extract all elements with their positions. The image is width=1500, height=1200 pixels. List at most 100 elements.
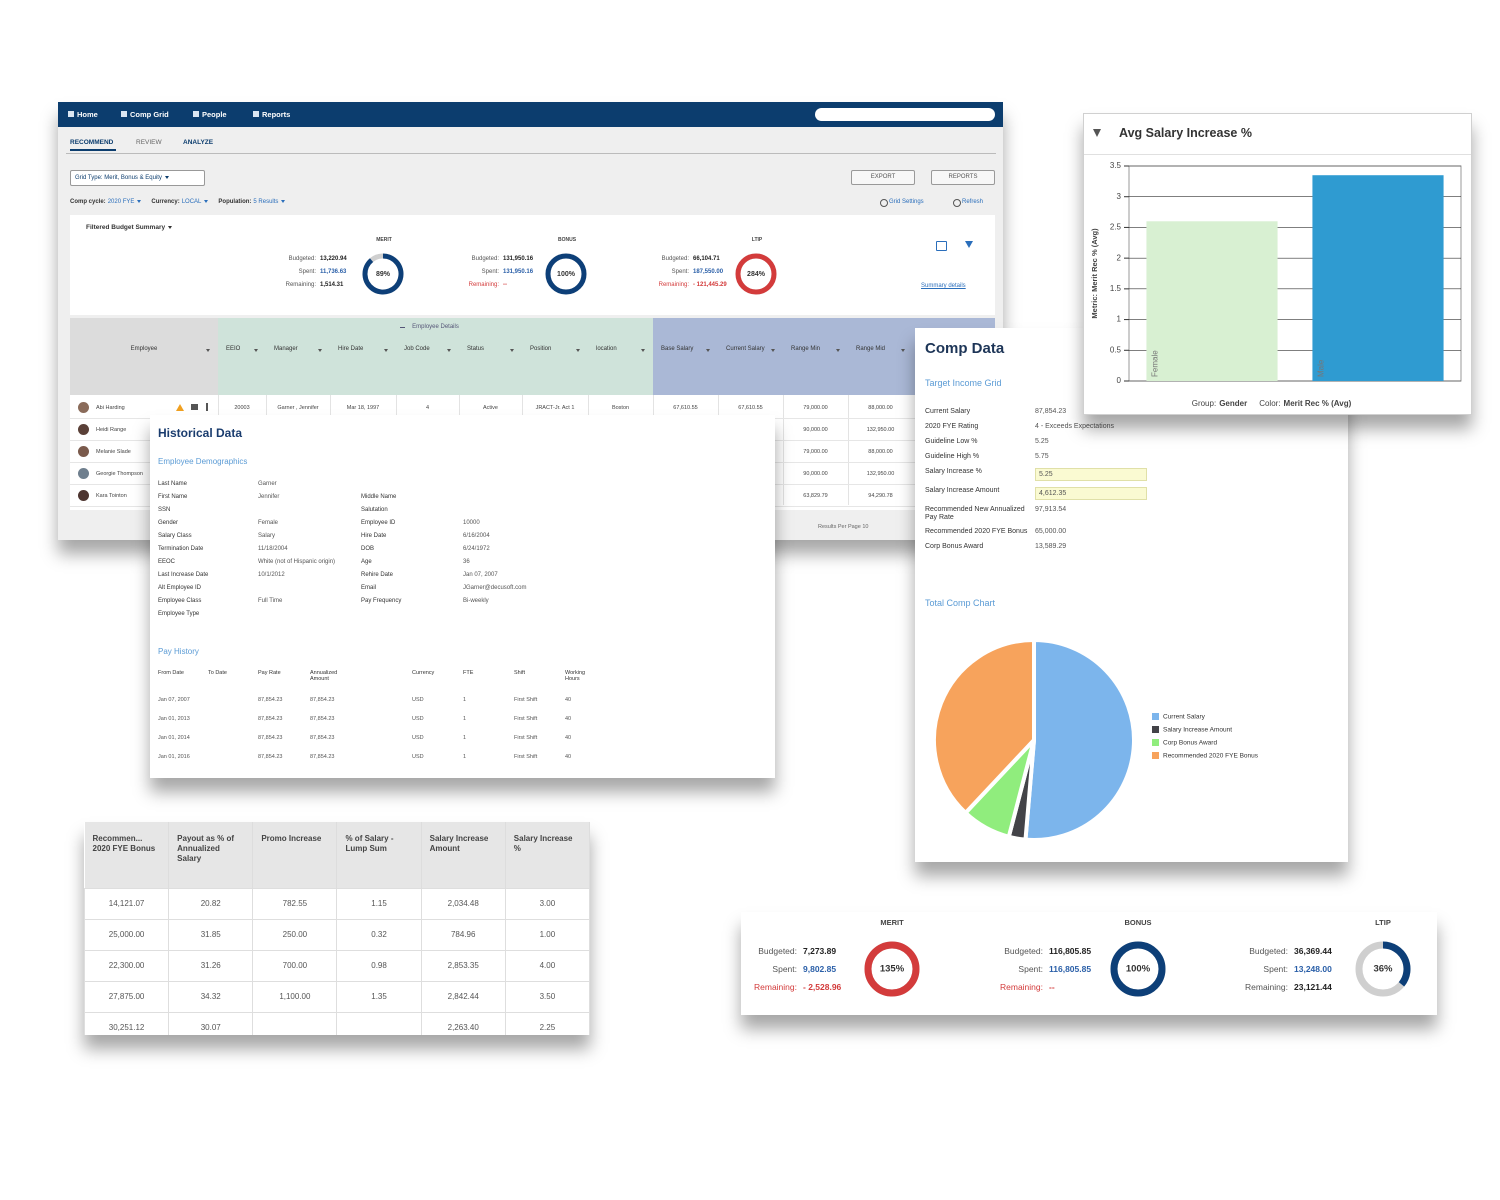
column-header[interactable]: Position bbox=[530, 346, 552, 352]
field-label: Employee Class bbox=[158, 598, 202, 604]
nav-item[interactable]: Comp Grid bbox=[130, 110, 169, 119]
bonus-table-panel: Recommen... 2020 FYE Bonus Payout as % of… bbox=[84, 822, 590, 1035]
field-value: Salary bbox=[258, 533, 276, 539]
table-cell: 25,000.00 bbox=[84, 918, 170, 951]
pager[interactable]: Results Per Page 10 bbox=[818, 524, 869, 530]
nav-item[interactable]: People bbox=[202, 110, 227, 119]
y-tick-label: 2 bbox=[1117, 253, 1122, 262]
table-cell: 34.32 bbox=[168, 980, 254, 1013]
filter-icon[interactable] bbox=[1093, 129, 1101, 137]
field-row: Recommended 2020 FYE Bonus 65,000.00 bbox=[925, 525, 1225, 540]
budget-summary-panel: MERIT Budgeted: 7,273.89 Spent: 9,802.85 Rema… bbox=[741, 912, 1437, 1015]
pay-cell: 87,854.23 bbox=[310, 697, 335, 703]
button[interactable]: REPORTS bbox=[931, 170, 995, 185]
nav-item[interactable]: Home bbox=[77, 110, 98, 119]
menu-icon[interactable] bbox=[206, 403, 208, 411]
field-label: Termination Date bbox=[158, 546, 204, 552]
pie-chart: Current Salary Salary Increase Amount Corp… bbox=[932, 637, 1259, 842]
field-value: 87,854.23 bbox=[1035, 408, 1067, 415]
filter[interactable]: Comp cycle: 2020 FYE bbox=[70, 199, 141, 205]
column-header[interactable]: EEIO bbox=[226, 346, 241, 352]
field-input[interactable]: 4,612.35 bbox=[1035, 487, 1147, 500]
employee-name[interactable]: Abi Harding bbox=[96, 405, 125, 411]
gauge: 89% bbox=[362, 253, 404, 295]
budget-label: Budgeted: bbox=[1249, 946, 1288, 956]
gauge-arc bbox=[1110, 941, 1166, 997]
column-header[interactable]: Manager bbox=[274, 346, 298, 352]
pay-column-header: Currency bbox=[412, 670, 435, 676]
section-title: Pay History bbox=[158, 647, 199, 656]
pay-cell: USD bbox=[412, 754, 424, 760]
budget-label: Spent: bbox=[481, 269, 499, 275]
pay-column-header: To Date bbox=[208, 670, 227, 676]
grid-cell: 4 bbox=[425, 405, 430, 411]
action-link[interactable]: Grid Settings bbox=[889, 199, 924, 205]
column-header[interactable]: location bbox=[596, 346, 617, 352]
filter[interactable]: Currency: LOCAL bbox=[151, 199, 208, 205]
column-header[interactable]: Current Salary bbox=[726, 346, 765, 352]
field-value: 10/1/2012 bbox=[258, 572, 285, 578]
grid-cell: 67,610.55 bbox=[738, 405, 763, 411]
column-header[interactable]: Job Code bbox=[404, 346, 430, 352]
budget-value: 66,104.71 bbox=[693, 256, 720, 262]
warning-icon[interactable] bbox=[176, 404, 184, 411]
filter-value: 5 Results bbox=[253, 199, 285, 205]
field-value: 11/18/2004 bbox=[258, 546, 288, 552]
comment-icon[interactable] bbox=[191, 404, 198, 410]
field-row: Current Salary 87,854.23 bbox=[925, 405, 1225, 420]
employee-name[interactable]: Heidi Range bbox=[96, 427, 127, 433]
pay-column-header: Working Hours bbox=[565, 670, 586, 682]
employee-name[interactable]: Georgie Thompson bbox=[96, 471, 143, 477]
summary-link[interactable]: Summary details bbox=[921, 283, 966, 289]
bar bbox=[1146, 221, 1278, 381]
filter[interactable]: Population: 5 Results bbox=[218, 199, 285, 205]
budget-value: 1,514.31 bbox=[320, 282, 344, 288]
field-label: Age bbox=[361, 559, 372, 565]
tab[interactable]: ANALYZE bbox=[183, 139, 214, 146]
nav-item[interactable]: Reports bbox=[262, 110, 291, 119]
panel-title: Comp Data bbox=[925, 340, 1005, 357]
column-header[interactable]: Status bbox=[467, 346, 485, 352]
field-value: Garner bbox=[258, 481, 277, 487]
employee-name[interactable]: Melanie Slade bbox=[96, 449, 131, 455]
button[interactable]: EXPORT bbox=[851, 170, 915, 185]
field-row: 2020 FYE Rating 4 - Exceeds Expectations bbox=[925, 420, 1225, 435]
column-divider bbox=[848, 395, 849, 505]
download-icon[interactable] bbox=[965, 241, 973, 248]
field-value: 6/16/2004 bbox=[463, 533, 490, 539]
y-tick-label: 1 bbox=[1117, 315, 1122, 324]
nav-icon bbox=[193, 111, 199, 117]
column-header[interactable]: Range Mid bbox=[856, 346, 886, 352]
pay-cell: 40 bbox=[565, 697, 572, 703]
section-title: Employee Demographics bbox=[158, 457, 248, 466]
action-icon bbox=[880, 199, 888, 207]
print-icon[interactable] bbox=[936, 241, 947, 251]
grid-cell: 67,610.55 bbox=[673, 405, 698, 411]
tab[interactable]: REVIEW bbox=[136, 139, 162, 146]
field-label: Last Name bbox=[158, 481, 188, 487]
pay-cell: Jan 07, 2007 bbox=[158, 697, 190, 703]
tab[interactable]: RECOMMEND bbox=[70, 139, 114, 146]
column-header[interactable]: Base Salary bbox=[661, 346, 694, 352]
search-box[interactable] bbox=[815, 108, 995, 121]
employee-name[interactable]: Kara Tointon bbox=[96, 493, 127, 499]
field-value: 5.75 bbox=[1035, 453, 1049, 460]
column-header[interactable]: Range Min bbox=[791, 346, 821, 352]
field-label: Email bbox=[361, 585, 377, 591]
grid-type-select[interactable]: Grid Type: Merit, Bonus & Equity bbox=[70, 170, 205, 186]
gauge-label: 135% bbox=[880, 964, 905, 975]
action-link[interactable]: Refresh bbox=[962, 199, 984, 205]
field-input[interactable]: 5.25 bbox=[1035, 468, 1147, 481]
budget-label: Spent: bbox=[298, 269, 316, 275]
grid-cell: 20003 bbox=[234, 405, 250, 411]
nav-icon bbox=[253, 111, 259, 117]
column-header[interactable]: Employee bbox=[130, 346, 158, 352]
pay-cell: 1 bbox=[463, 697, 467, 703]
y-tick-label: 0.5 bbox=[1110, 345, 1122, 354]
budget-value: 116,805.85 bbox=[1049, 964, 1092, 974]
field-label: Employee ID bbox=[361, 520, 396, 526]
filter-label: Comp cycle: bbox=[70, 199, 106, 205]
table-row: 22,300.00 31.26 700.00 0.98 2,853.35 4.00 bbox=[84, 949, 590, 982]
column-header[interactable]: Hire Date bbox=[338, 346, 364, 352]
pay-column-header: Shift bbox=[514, 670, 526, 676]
